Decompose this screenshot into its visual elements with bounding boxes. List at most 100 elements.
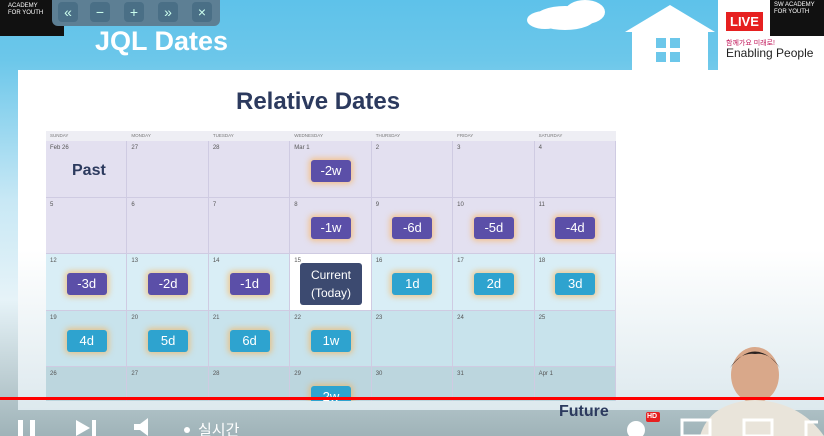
day-cell: 29 2w [290, 367, 372, 401]
date: 19 [50, 314, 57, 321]
day-cell: 27 [127, 367, 209, 401]
zoom-in-button[interactable]: + [124, 2, 144, 22]
day-cell: 22 1w [290, 310, 372, 367]
day-cell: 30 [371, 367, 454, 401]
relative-badge: 6d [229, 329, 270, 352]
date: Mar 1 [294, 145, 310, 151]
date: 28 [212, 371, 220, 377]
first-button[interactable]: « [58, 2, 78, 22]
relative-badge: 4d [66, 329, 107, 352]
date: 31 [457, 371, 464, 377]
close-button[interactable]: × [192, 2, 212, 22]
date: Feb 26 [50, 145, 69, 151]
day-cell: 16 1d [371, 254, 454, 311]
relative-badge: -5d [473, 216, 514, 239]
day-cell: 7 [208, 197, 291, 254]
day-cell: 24 [453, 310, 535, 367]
day-cell: Mar 1 -2w [290, 141, 372, 198]
date: 24 [457, 314, 464, 321]
past-label: Past [72, 162, 106, 179]
day-cell: 12 -3d [46, 254, 128, 311]
date: 13 [131, 258, 139, 264]
date: 6 [131, 201, 135, 208]
calendar: SUNDAY MONDAY TUESDAY WEDNESDAY THURSDAY FRID… [46, 131, 616, 401]
weekday: TUESDAY [208, 131, 291, 141]
relative-badge: 1d [392, 273, 433, 296]
date: 16 [375, 258, 383, 264]
player-controls [18, 412, 818, 436]
relative-badge: -2w [310, 160, 351, 183]
cloud [527, 0, 605, 30]
date: 28 [212, 145, 220, 151]
relative-badge: 2d [473, 273, 514, 296]
day-cell: Feb 26 [46, 141, 128, 198]
day-cell: 10 -5d [453, 197, 535, 254]
day-cell: 17 2d [453, 254, 535, 311]
date: 2 [375, 145, 380, 151]
date: 27 [131, 145, 139, 151]
day-cell: 28 [208, 141, 291, 198]
day-cell: 2 [371, 141, 454, 198]
slide-title: Relative Dates [236, 88, 401, 115]
date: 30 [375, 371, 383, 377]
date: 14 [212, 258, 220, 264]
relative-badge: -1w [310, 216, 351, 239]
future-label: Future [559, 403, 609, 420]
day-cell: Apr 1 [534, 367, 616, 401]
date: 8 [294, 201, 298, 208]
day-cell: 3 [453, 141, 535, 198]
relative-badge: 3d [555, 273, 596, 296]
relative-badge: 1w [310, 329, 351, 352]
day-cell: 15 Current (Today) [290, 254, 372, 311]
weekday: SUNDAY [46, 131, 128, 141]
date: 25 [538, 314, 546, 321]
day-cell: 13 -2d [127, 254, 209, 311]
day-cell: 27 [127, 141, 209, 198]
relative-badge: 5d [148, 329, 189, 352]
day-cell: 4 [534, 141, 616, 198]
date: 11 [538, 201, 545, 208]
progress-bar[interactable] [0, 397, 824, 400]
house-icon [625, 5, 715, 72]
date: Apr 1 [538, 371, 553, 377]
weekday: SATURDAY [534, 131, 616, 141]
day-cell: 25 [534, 310, 616, 367]
date: 22 [294, 314, 301, 321]
date: 27 [131, 371, 139, 377]
day-cell: 20 5d [127, 310, 209, 367]
day-cell: 28 [208, 367, 291, 401]
live-text: 실시간 [198, 422, 240, 436]
weekday: WEDNESDAY [290, 131, 372, 141]
date: 26 [50, 371, 57, 377]
left-logo: ACADEMY FOR YOUTH [8, 3, 44, 16]
date: 29 [294, 371, 301, 377]
date: 5 [50, 201, 54, 208]
date: 18 [538, 258, 546, 264]
date: 10 [457, 201, 464, 208]
slogan: 함께가요 미래로! [726, 40, 775, 47]
date: 12 [50, 258, 57, 264]
relative-badge: -4d [555, 216, 596, 239]
last-button[interactable]: » [158, 2, 178, 22]
day-cell: 5 [46, 197, 128, 254]
date: 4 [538, 145, 542, 151]
date: 23 [375, 314, 383, 321]
relative-badge: Current (Today) [299, 263, 362, 306]
right-logo: SW ACADEMY FOR YOUTH [774, 2, 815, 15]
weekday: MONDAY [127, 131, 209, 141]
date: 3 [457, 145, 461, 151]
zoom-out-button[interactable]: − [90, 2, 110, 22]
day-cell: 21 6d [208, 310, 291, 367]
relative-badge: -3d [66, 273, 107, 296]
date: 20 [131, 314, 139, 321]
live-badge: LIVE [726, 12, 763, 31]
date: 7 [212, 201, 217, 208]
day-cell: 31 [453, 367, 535, 401]
brand: Enabling People [726, 46, 814, 60]
relative-badge: -6d [392, 216, 433, 239]
relative-badge: -1d [229, 273, 270, 296]
date: 15 [294, 258, 301, 264]
header-title: JQL Dates [95, 26, 229, 56]
day-cell: 18 3d [534, 254, 616, 311]
